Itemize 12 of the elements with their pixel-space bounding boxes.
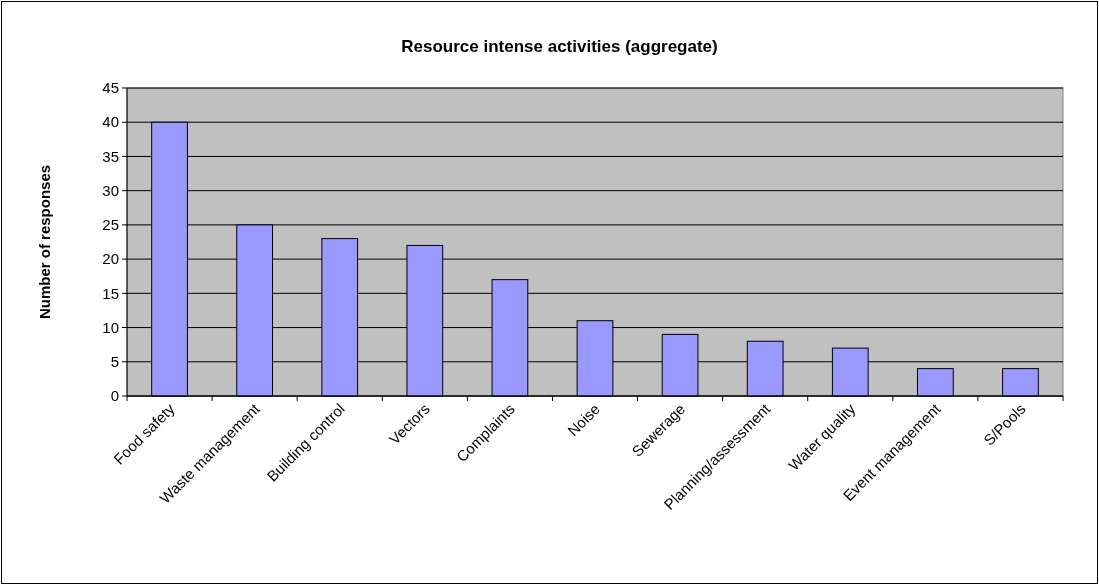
y-tick-label: 35 [102,147,119,165]
y-axis-title: Number of responses [36,164,53,320]
y-tick-label: 5 [110,353,119,371]
y-tick-label: 20 [102,250,119,268]
y-tick-label: 30 [102,181,119,199]
y-tick-label: 10 [102,318,119,336]
y-tick-label: 15 [102,284,119,302]
y-tick-label: 25 [102,216,119,234]
y-tick-label: 40 [102,113,119,131]
y-tick-label: 45 [102,79,119,97]
chart-title: Resource intense activities (aggregate) [401,37,718,56]
y-tick-label: 0 [110,387,119,405]
